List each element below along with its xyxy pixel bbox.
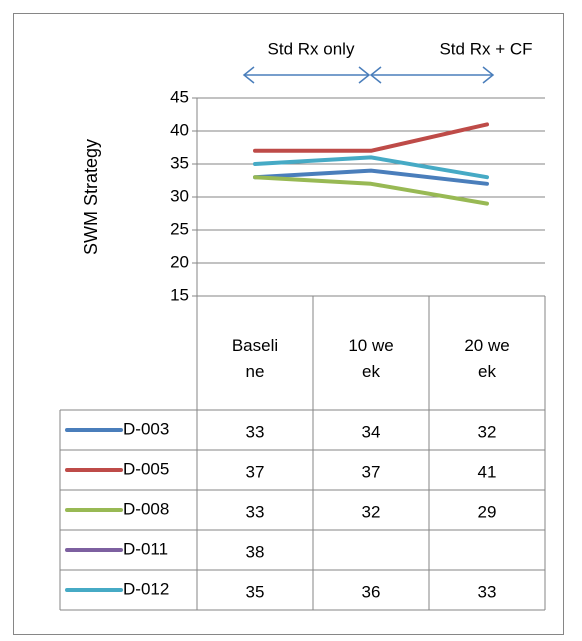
- legend-label: D-012: [123, 579, 169, 598]
- x-tick-label: 10 week: [348, 336, 394, 381]
- table-value: 29: [478, 502, 497, 521]
- table-value: 34: [362, 422, 381, 441]
- series-line: [253, 155, 489, 180]
- table-value: 32: [362, 502, 381, 521]
- table-value: 33: [478, 582, 497, 601]
- legend-label: D-011: [123, 539, 168, 558]
- table-value: 33: [246, 422, 265, 441]
- y-tick-label: 40: [170, 120, 189, 139]
- legend-label: D-005: [123, 459, 169, 478]
- x-tick-label: 20 week: [464, 336, 510, 381]
- series-line: [253, 122, 489, 153]
- annotation: Std Rx only: [268, 39, 355, 58]
- y-tick-label: 20: [170, 252, 189, 271]
- table-value: 36: [362, 582, 381, 601]
- x-tick-label: Baseline: [231, 336, 279, 381]
- chart-frame: [13, 13, 564, 635]
- table-value: 35: [246, 582, 265, 601]
- y-tick-label: 25: [170, 219, 189, 238]
- table-value: 38: [246, 542, 265, 561]
- series-line: [253, 175, 489, 206]
- legend-label: D-003: [123, 419, 169, 438]
- y-tick-label: 30: [170, 186, 189, 205]
- y-tick-label: 15: [170, 285, 189, 304]
- table-value: 32: [478, 422, 497, 441]
- y-tick-label: 45: [170, 87, 189, 106]
- legend-label: D-008: [123, 499, 169, 518]
- y-axis-label: SWM Strategy: [81, 139, 101, 255]
- y-tick-label: 35: [170, 153, 189, 172]
- annotation: Std Rx + CF: [439, 39, 532, 58]
- table-value: 37: [246, 462, 265, 481]
- arrows: [242, 66, 495, 84]
- series-line: [253, 168, 489, 186]
- table-value: 37: [362, 462, 381, 481]
- table-value: 33: [246, 502, 265, 521]
- table-value: 41: [478, 462, 497, 481]
